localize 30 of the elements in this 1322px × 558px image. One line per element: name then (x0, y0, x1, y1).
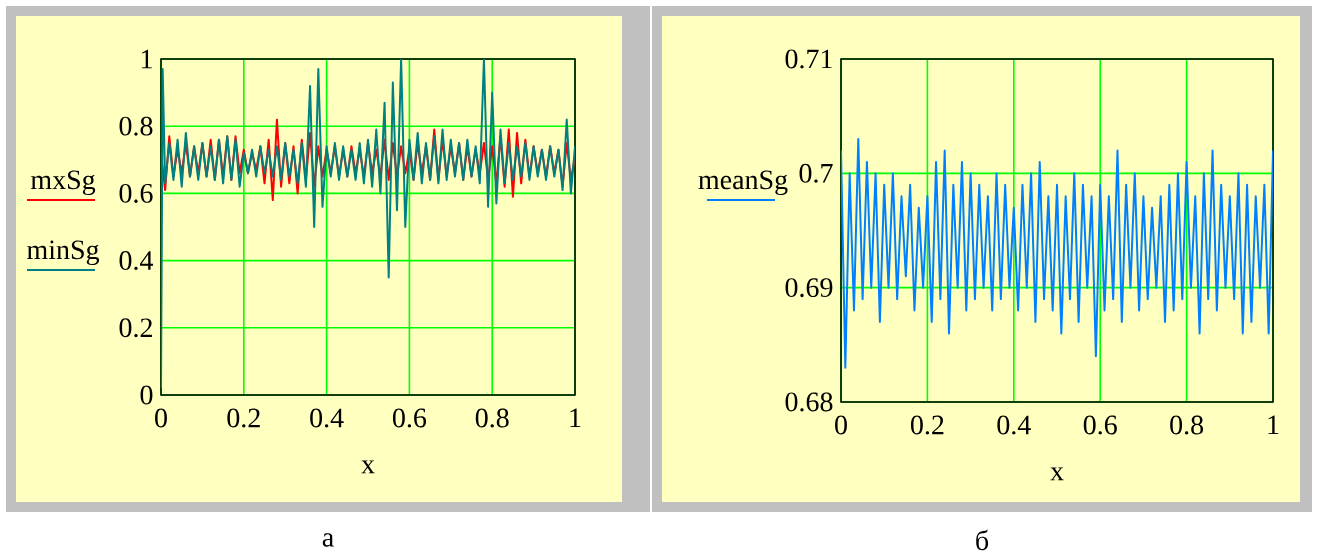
y-tick-label: 1 (141, 49, 152, 69)
x-tick-label: 0.6 (392, 408, 427, 428)
x-tick-label: 1 (570, 408, 581, 428)
y-tick-label: 0.8 (119, 116, 153, 136)
x-tick-label: 0.6 (1083, 415, 1117, 435)
line-series (841, 138, 1274, 369)
text: mxSg (30, 170, 96, 196)
x-tick-label: 0.8 (1170, 415, 1204, 435)
x-tick-label: 0.2 (227, 408, 260, 428)
text: а (322, 533, 334, 547)
y-tick-label: 0.6 (119, 183, 153, 203)
y-tick-label: 0.68 (785, 392, 833, 412)
x-tick-label: 0.2 (910, 415, 944, 435)
text: minSg (27, 240, 100, 266)
x-axis-title: x (1050, 467, 1064, 481)
text: б (976, 529, 989, 551)
y-tick-label: 0.71 (785, 49, 832, 69)
y-tick-label: 0 (140, 385, 153, 405)
y-tick-label: 0.7 (799, 163, 833, 183)
x-tick-label: 0.4 (310, 408, 344, 428)
x-tick-label: 0.8 (475, 408, 509, 428)
x-tick-label: 0.4 (997, 415, 1031, 435)
x-tick-label: 1 (1268, 415, 1279, 435)
y-tick-label: 0.69 (785, 278, 833, 298)
series-label: meanSg (698, 170, 788, 196)
y-tick-label: 0.4 (119, 251, 154, 271)
y-tick-label: 0.2 (119, 318, 152, 338)
x-axis-title: x (361, 460, 375, 474)
x-tick-label: 0 (835, 415, 847, 435)
x-tick-label: 0 (155, 408, 167, 428)
